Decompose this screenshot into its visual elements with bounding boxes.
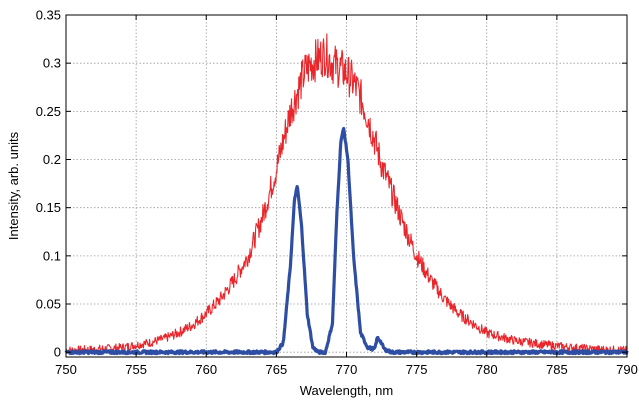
x-tick-label: 790 [616,362,638,377]
y-tick-label: 0.35 [36,8,61,23]
series-line-red [65,33,628,355]
x-tick-label: 755 [125,362,147,377]
x-axis-label: Wavelength, nm [300,383,393,398]
y-tick-label: 0.2 [43,152,61,167]
x-tick-label: 780 [476,362,498,377]
series-line-blue [64,126,629,356]
y-tick-label: 0 [54,345,61,360]
y-tick-labels: 0 0.05 0.1 0.15 0.2 0.25 0.3 0.35 [36,8,61,360]
x-tick-labels: 750 755 760 765 770 775 780 785 790 [55,362,638,377]
x-tick-label: 765 [266,362,288,377]
x-tick-label: 760 [195,362,217,377]
y-axis-label: Intensity, arb. units [6,131,21,240]
axis-ticks [65,14,628,357]
grid-lines [66,15,627,357]
x-tick-label: 785 [546,362,568,377]
x-tick-label: 770 [336,362,358,377]
y-tick-label: 0.15 [36,200,61,215]
y-tick-label: 0.1 [43,248,61,263]
y-tick-label: 0.25 [36,104,61,119]
y-tick-label: 0.3 [43,56,61,71]
x-tick-label: 775 [406,362,428,377]
x-tick-label: 750 [55,362,77,377]
series-lines [64,33,629,356]
y-tick-label: 0.05 [36,297,61,312]
